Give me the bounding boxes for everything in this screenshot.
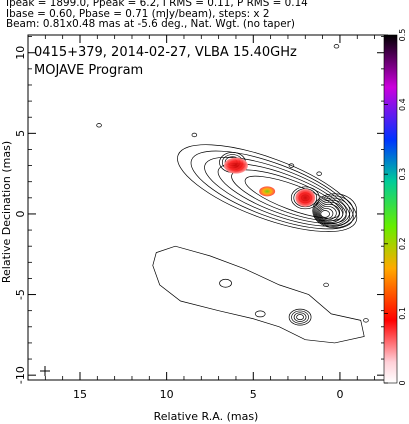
knot-contour bbox=[290, 186, 320, 210]
jet-contour bbox=[177, 144, 358, 232]
colorbar-tick-label: 0.1 bbox=[398, 307, 407, 320]
core-contour bbox=[312, 193, 358, 229]
lower-feature-contour bbox=[152, 245, 365, 344]
x-tick-label: 15 bbox=[73, 388, 87, 401]
core-contour bbox=[316, 201, 344, 223]
header-info: Ipeak = 1899.0, Ppeak = 6.2, I RMS = 0.1… bbox=[6, 0, 406, 30]
lower-knot-contour bbox=[293, 312, 307, 322]
header-line-peak: Ipeak = 1899.0, Ppeak = 6.2, I RMS = 0.1… bbox=[6, 0, 308, 9]
header-line-beam: Beam: 0.81x0.48 mas at -5.6 deg., Nat. W… bbox=[6, 18, 295, 31]
noise-contour bbox=[191, 132, 198, 138]
core-contour bbox=[317, 203, 341, 222]
y-tick-label: 0 bbox=[14, 210, 27, 217]
x-tick-label: 5 bbox=[250, 388, 257, 401]
noise-contour bbox=[323, 282, 329, 288]
y-tick-label: -10 bbox=[14, 366, 27, 384]
polarization-blob bbox=[223, 157, 248, 174]
colorbar-tick-label: 0.5 bbox=[398, 29, 407, 42]
core-contour bbox=[319, 208, 334, 219]
axes: 15 10 5 0 10 5 0 -5 -10 bbox=[14, 35, 385, 401]
y-tick-label: 5 bbox=[14, 130, 27, 137]
core-contour bbox=[314, 197, 351, 226]
header-line-base: Ibase = 0.60, Pbase = 0.71 (mJy/beam), s… bbox=[6, 7, 270, 20]
y-tick-label: 10 bbox=[14, 46, 27, 60]
lower-knot-contour bbox=[288, 308, 312, 326]
plot-title: 0415+379, 2014-02-27, VLBA 15.40GHz bbox=[34, 45, 297, 60]
jet-contour bbox=[204, 156, 351, 227]
polarization-blob bbox=[295, 188, 316, 207]
lower-small-contour bbox=[219, 278, 232, 288]
noise-contour bbox=[333, 44, 340, 49]
lower-knot-contour bbox=[296, 314, 304, 321]
core-contour bbox=[318, 205, 337, 221]
colorbar bbox=[383, 34, 398, 384]
x-tick-label: 0 bbox=[336, 388, 343, 401]
jet-contour bbox=[217, 163, 347, 224]
plot-subtitle: MOJAVE Program bbox=[34, 63, 143, 78]
core-contour bbox=[313, 195, 354, 227]
polarization-blobs bbox=[223, 157, 316, 207]
jet-contour bbox=[190, 150, 354, 230]
colorbar-tick-label: 0.2 bbox=[398, 237, 407, 250]
jet-contour bbox=[244, 175, 340, 219]
y-axis-title: Relative Decination (mas) bbox=[0, 141, 13, 283]
colorbar-tick-label: 0.4 bbox=[398, 98, 407, 111]
y-tick-label: -5 bbox=[14, 289, 27, 300]
colorbar-tick-label: 0 bbox=[398, 380, 407, 385]
colorbar-ticks: 0 0.1 0.2 0.3 0.4 0.5 bbox=[384, 29, 407, 386]
polarization-blob bbox=[259, 186, 276, 197]
noise-contour bbox=[288, 163, 295, 168]
intensity-contours bbox=[96, 44, 369, 344]
lower-small-contour bbox=[254, 310, 266, 318]
lower-knot-contour bbox=[291, 310, 309, 324]
x-tick-label: 10 bbox=[160, 388, 174, 401]
core-contour bbox=[315, 199, 347, 225]
x-axis-title: Relative R.A. (mas) bbox=[154, 410, 259, 423]
noise-contour bbox=[96, 123, 102, 128]
noise-contour bbox=[316, 171, 322, 176]
beam-marker bbox=[40, 366, 50, 376]
colorbar-tick-label: 0.3 bbox=[398, 168, 407, 181]
plot-frame bbox=[27, 34, 386, 381]
core-contour bbox=[320, 210, 330, 218]
noise-contour bbox=[363, 318, 369, 323]
